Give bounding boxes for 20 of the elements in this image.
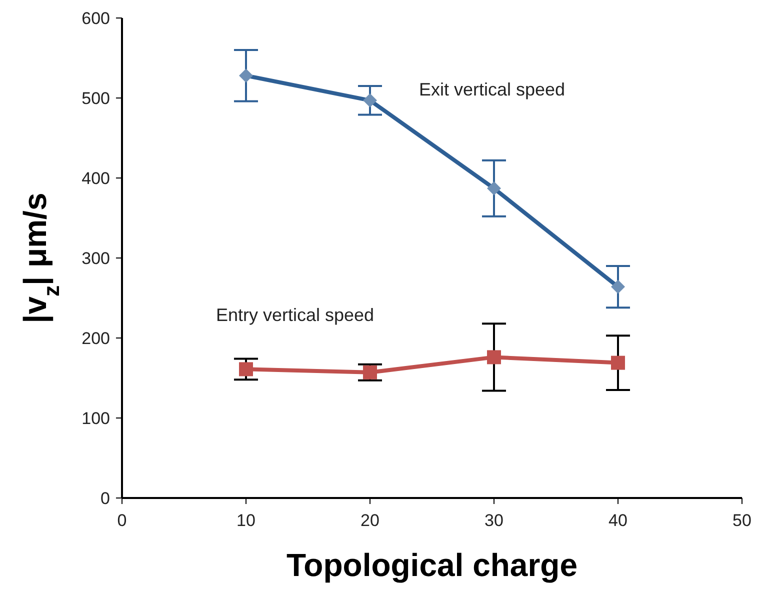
y-tick-label: 400 bbox=[82, 169, 110, 188]
x-tick-label: 50 bbox=[732, 511, 752, 530]
y-tick-label: 0 bbox=[100, 489, 110, 508]
series-label: Exit vertical speed bbox=[418, 79, 566, 100]
x-tick-label: 30 bbox=[484, 511, 504, 530]
y-tick-label: 100 bbox=[82, 409, 110, 428]
text: Entry vertical speed bbox=[216, 305, 374, 326]
point bbox=[487, 350, 501, 364]
point bbox=[239, 362, 253, 376]
x-tick-label: 10 bbox=[236, 511, 256, 530]
x-tick-label: 0 bbox=[117, 511, 127, 530]
point bbox=[363, 365, 377, 380]
x-axis-title: Topological charge bbox=[286, 547, 578, 583]
y-tick-label: 200 bbox=[82, 329, 110, 348]
point bbox=[611, 356, 625, 370]
y-tick-label: 500 bbox=[82, 89, 110, 108]
y-tick-label: 600 bbox=[82, 9, 110, 28]
x-tick-label: 40 bbox=[608, 511, 628, 530]
x-tick-label: 20 bbox=[360, 511, 380, 530]
y-tick-label: 300 bbox=[82, 249, 110, 268]
